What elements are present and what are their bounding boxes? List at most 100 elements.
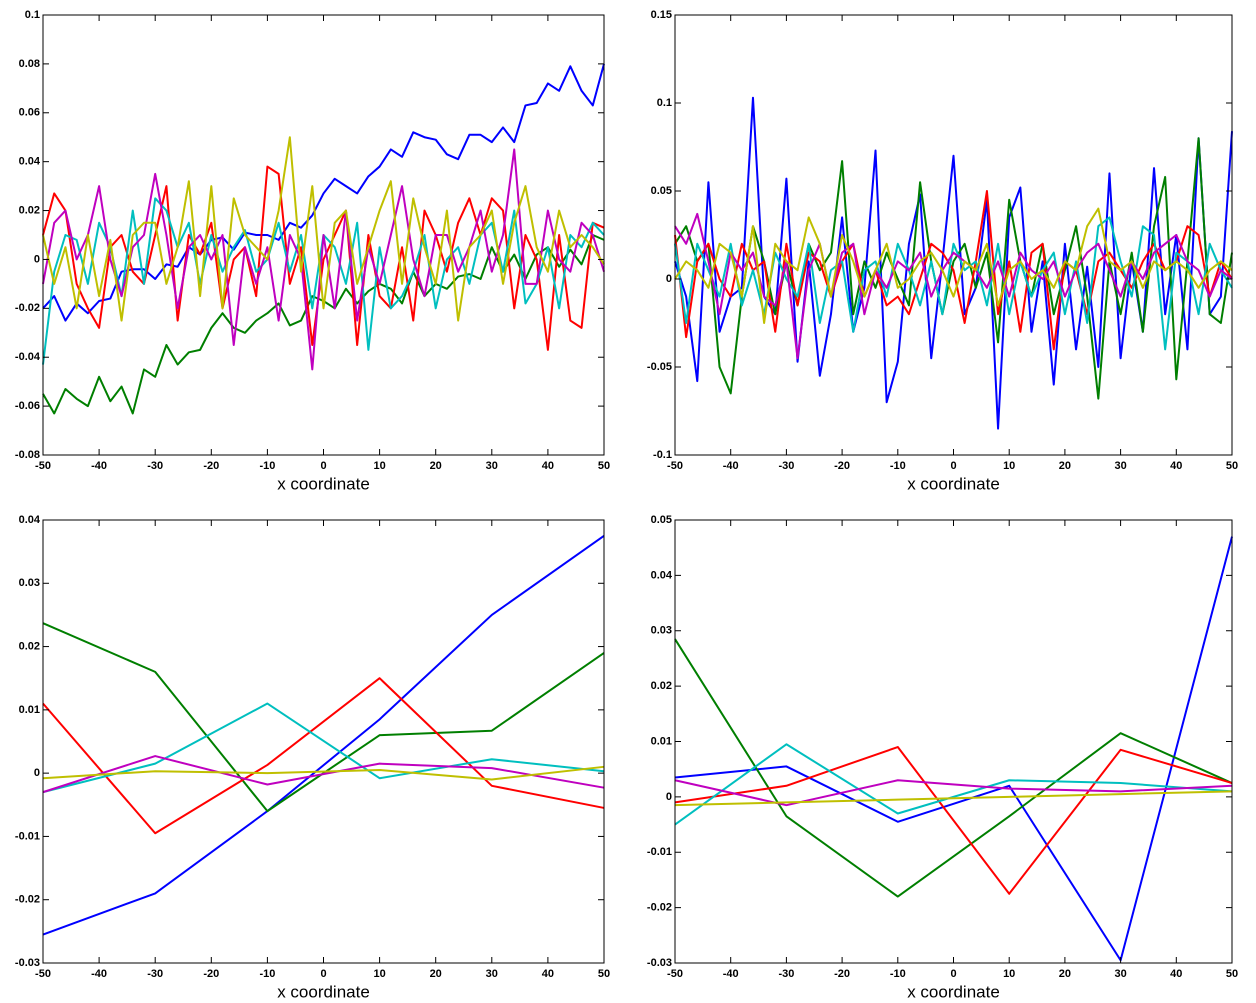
- plot-frame: [674, 519, 1233, 964]
- series-line: [42, 136, 605, 322]
- y-tick-label: 0.04: [651, 569, 673, 581]
- x-tick-label: 20: [430, 460, 442, 472]
- x-tick-label: -10: [259, 460, 275, 472]
- series-line: [42, 148, 605, 371]
- series-line: [42, 677, 605, 835]
- x-tick-label: 40: [1170, 968, 1182, 980]
- y-tick-label: 0.1: [657, 97, 672, 109]
- y-tick-label: -0.02: [647, 902, 672, 914]
- y-tick-label: 0.15: [651, 9, 672, 21]
- y-tick-label: 0.1: [25, 9, 40, 21]
- x-tick-label: -50: [35, 968, 51, 980]
- x-tick-label: 20: [1059, 460, 1071, 472]
- series-line: [674, 190, 1233, 351]
- x-tick-label: -40: [723, 968, 739, 980]
- y-tick-label: -0.04: [15, 351, 41, 363]
- y-tick-label: -0.06: [15, 400, 40, 412]
- y-tick-label: 0: [34, 253, 40, 265]
- x-tick-label: 50: [598, 460, 610, 472]
- x-tick-label: 40: [542, 968, 554, 980]
- series-line: [674, 536, 1233, 962]
- x-tick-label: 0: [320, 460, 326, 472]
- y-tick-label: -0.1: [653, 449, 672, 461]
- x-tick-label: -50: [667, 968, 683, 980]
- x-tick-label: 30: [1114, 460, 1126, 472]
- y-tick-label: -0.03: [647, 957, 672, 969]
- series-line: [674, 790, 1233, 807]
- x-tick-label: -30: [778, 460, 794, 472]
- y-tick-label: 0.02: [19, 204, 40, 216]
- series-line: [674, 746, 1233, 895]
- y-tick-label: 0: [666, 791, 672, 803]
- x-tick-label: 10: [373, 968, 385, 980]
- series-line: [674, 743, 1233, 826]
- series-line: [42, 702, 605, 794]
- series-line: [674, 207, 1233, 324]
- y-tick-label: 0.01: [651, 735, 672, 747]
- x-axis-label: x coordinate: [907, 474, 1000, 493]
- series-line: [42, 535, 605, 936]
- x-tick-label: 30: [1114, 968, 1126, 980]
- series-line: [42, 165, 605, 351]
- x-tick-label: 20: [430, 968, 442, 980]
- y-tick-label: 0.04: [19, 514, 41, 526]
- y-tick-label: 0: [34, 767, 40, 779]
- x-tick-label: 30: [486, 460, 498, 472]
- y-tick-label: 0: [666, 273, 672, 285]
- x-tick-label: -20: [834, 460, 850, 472]
- x-tick-label: -10: [259, 968, 275, 980]
- plot-frame: [674, 14, 1233, 456]
- x-tick-label: -20: [203, 968, 219, 980]
- x-tick-label: 0: [950, 460, 956, 472]
- y-tick-label: -0.05: [647, 361, 672, 373]
- x-tick-label: -40: [91, 968, 107, 980]
- y-tick-label: 0.02: [19, 640, 40, 652]
- x-tick-label: 10: [1003, 968, 1015, 980]
- y-tick-label: 0.06: [19, 107, 40, 119]
- x-tick-label: -20: [834, 968, 850, 980]
- x-tick-label: 50: [1226, 460, 1238, 472]
- x-tick-label: 0: [320, 968, 326, 980]
- x-tick-label: 40: [1170, 460, 1182, 472]
- y-tick-label: 0.05: [651, 185, 672, 197]
- x-tick-label: 0: [950, 968, 956, 980]
- x-tick-label: -10: [890, 968, 906, 980]
- x-axis-label: x coordinate: [907, 982, 1000, 1001]
- x-axis-label: x coordinate: [277, 474, 370, 493]
- y-tick-label: -0.01: [15, 830, 40, 842]
- y-tick-label: 0.05: [651, 514, 672, 526]
- x-tick-label: 10: [373, 460, 385, 472]
- x-tick-label: 50: [1226, 968, 1238, 980]
- y-tick-label: 0.03: [19, 577, 40, 589]
- x-tick-label: 20: [1059, 968, 1071, 980]
- series-line: [674, 779, 1233, 807]
- y-tick-label: 0.04: [19, 156, 41, 168]
- series-line: [42, 622, 605, 813]
- x-tick-label: 10: [1003, 460, 1015, 472]
- x-tick-label: -30: [147, 460, 163, 472]
- y-tick-label: -0.01: [647, 846, 672, 858]
- y-tick-label: -0.02: [15, 894, 40, 906]
- y-tick-label: -0.08: [15, 449, 40, 461]
- x-tick-label: -40: [723, 460, 739, 472]
- x-tick-label: 50: [598, 968, 610, 980]
- x-tick-label: 40: [542, 460, 554, 472]
- y-tick-label: -0.02: [15, 302, 40, 314]
- y-tick-label: -0.03: [15, 957, 40, 969]
- x-tick-label: -20: [203, 460, 219, 472]
- y-tick-label: 0.03: [651, 625, 672, 637]
- y-tick-label: 0.08: [19, 58, 40, 70]
- series-line: [42, 63, 605, 322]
- x-tick-label: -50: [667, 460, 683, 472]
- x-tick-label: -10: [890, 460, 906, 472]
- y-tick-label: 0.02: [651, 680, 672, 692]
- x-tick-label: -30: [147, 968, 163, 980]
- x-tick-label: -30: [778, 968, 794, 980]
- series-line: [42, 755, 605, 794]
- x-axis-label: x coordinate: [277, 982, 370, 1001]
- x-tick-label: -40: [91, 460, 107, 472]
- y-tick-label: 0.01: [19, 704, 40, 716]
- series-line: [674, 638, 1233, 898]
